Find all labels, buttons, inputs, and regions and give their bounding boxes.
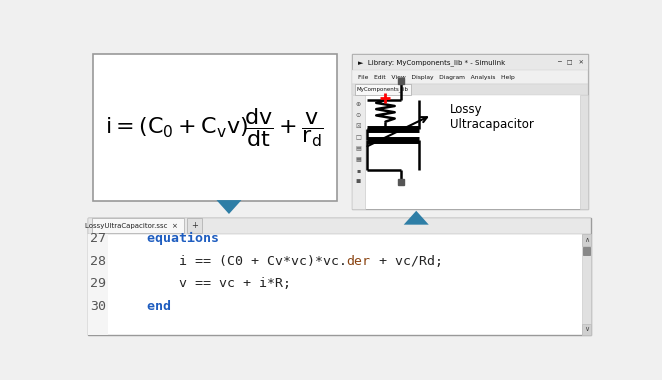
FancyBboxPatch shape bbox=[352, 84, 588, 95]
Text: ∧: ∧ bbox=[584, 237, 589, 243]
FancyBboxPatch shape bbox=[583, 234, 591, 335]
Text: ☒: ☒ bbox=[355, 124, 361, 129]
Text: File   Edit   View   Display   Diagram   Analysis   Help: File Edit View Display Diagram Analysis … bbox=[358, 74, 515, 79]
Text: +: + bbox=[191, 222, 198, 230]
Text: + vc/Rd;: + vc/Rd; bbox=[371, 255, 443, 268]
Text: LossyUltraCapacitor.ssc  ×: LossyUltraCapacitor.ssc × bbox=[85, 223, 178, 229]
FancyBboxPatch shape bbox=[93, 54, 337, 201]
FancyBboxPatch shape bbox=[352, 54, 588, 209]
Text: ▪: ▪ bbox=[356, 168, 361, 173]
Text: □: □ bbox=[355, 135, 361, 140]
Text: MyComponents_lib: MyComponents_lib bbox=[357, 87, 409, 92]
Text: 28: 28 bbox=[90, 255, 106, 268]
FancyBboxPatch shape bbox=[580, 95, 588, 209]
FancyBboxPatch shape bbox=[88, 218, 591, 234]
FancyBboxPatch shape bbox=[352, 95, 365, 209]
Text: 30: 30 bbox=[90, 299, 106, 312]
Text: ►  Library: MyComponents_lib * - Simulink: ► Library: MyComponents_lib * - Simulink bbox=[358, 59, 506, 66]
Text: der: der bbox=[347, 255, 371, 268]
FancyBboxPatch shape bbox=[88, 218, 591, 335]
FancyBboxPatch shape bbox=[583, 324, 591, 335]
Text: $\mathrm{i = \left(C_0 + C_v v\right)\!\dfrac{dv}{dt} + \dfrac{v}{r_d}}$: $\mathrm{i = \left(C_0 + C_v v\right)\!\… bbox=[105, 106, 324, 149]
Text: v == vc + i*R;: v == vc + i*R; bbox=[115, 277, 291, 290]
Text: ▦: ▦ bbox=[355, 157, 361, 162]
Text: ◼: ◼ bbox=[356, 179, 361, 184]
FancyBboxPatch shape bbox=[187, 218, 203, 233]
FancyBboxPatch shape bbox=[92, 218, 184, 233]
FancyBboxPatch shape bbox=[355, 84, 411, 95]
Text: ⊙: ⊙ bbox=[356, 113, 361, 118]
FancyBboxPatch shape bbox=[583, 234, 591, 246]
Text: ─   □   ✕: ─ □ ✕ bbox=[557, 60, 584, 65]
Text: equations: equations bbox=[115, 232, 218, 245]
Text: Lossy
Ultracapacitor: Lossy Ultracapacitor bbox=[449, 103, 534, 131]
FancyBboxPatch shape bbox=[583, 247, 590, 255]
Text: ▤: ▤ bbox=[355, 146, 361, 151]
Text: i == (C0 + Cv*vc)*vc.: i == (C0 + Cv*vc)*vc. bbox=[115, 255, 347, 268]
Text: 27: 27 bbox=[90, 232, 106, 245]
Text: 29: 29 bbox=[90, 277, 106, 290]
Text: ⊕: ⊕ bbox=[356, 101, 361, 107]
FancyBboxPatch shape bbox=[352, 54, 588, 70]
FancyBboxPatch shape bbox=[352, 70, 588, 84]
FancyBboxPatch shape bbox=[352, 95, 588, 209]
FancyBboxPatch shape bbox=[88, 234, 109, 335]
Text: ∨: ∨ bbox=[584, 326, 589, 332]
Text: end: end bbox=[115, 299, 171, 312]
